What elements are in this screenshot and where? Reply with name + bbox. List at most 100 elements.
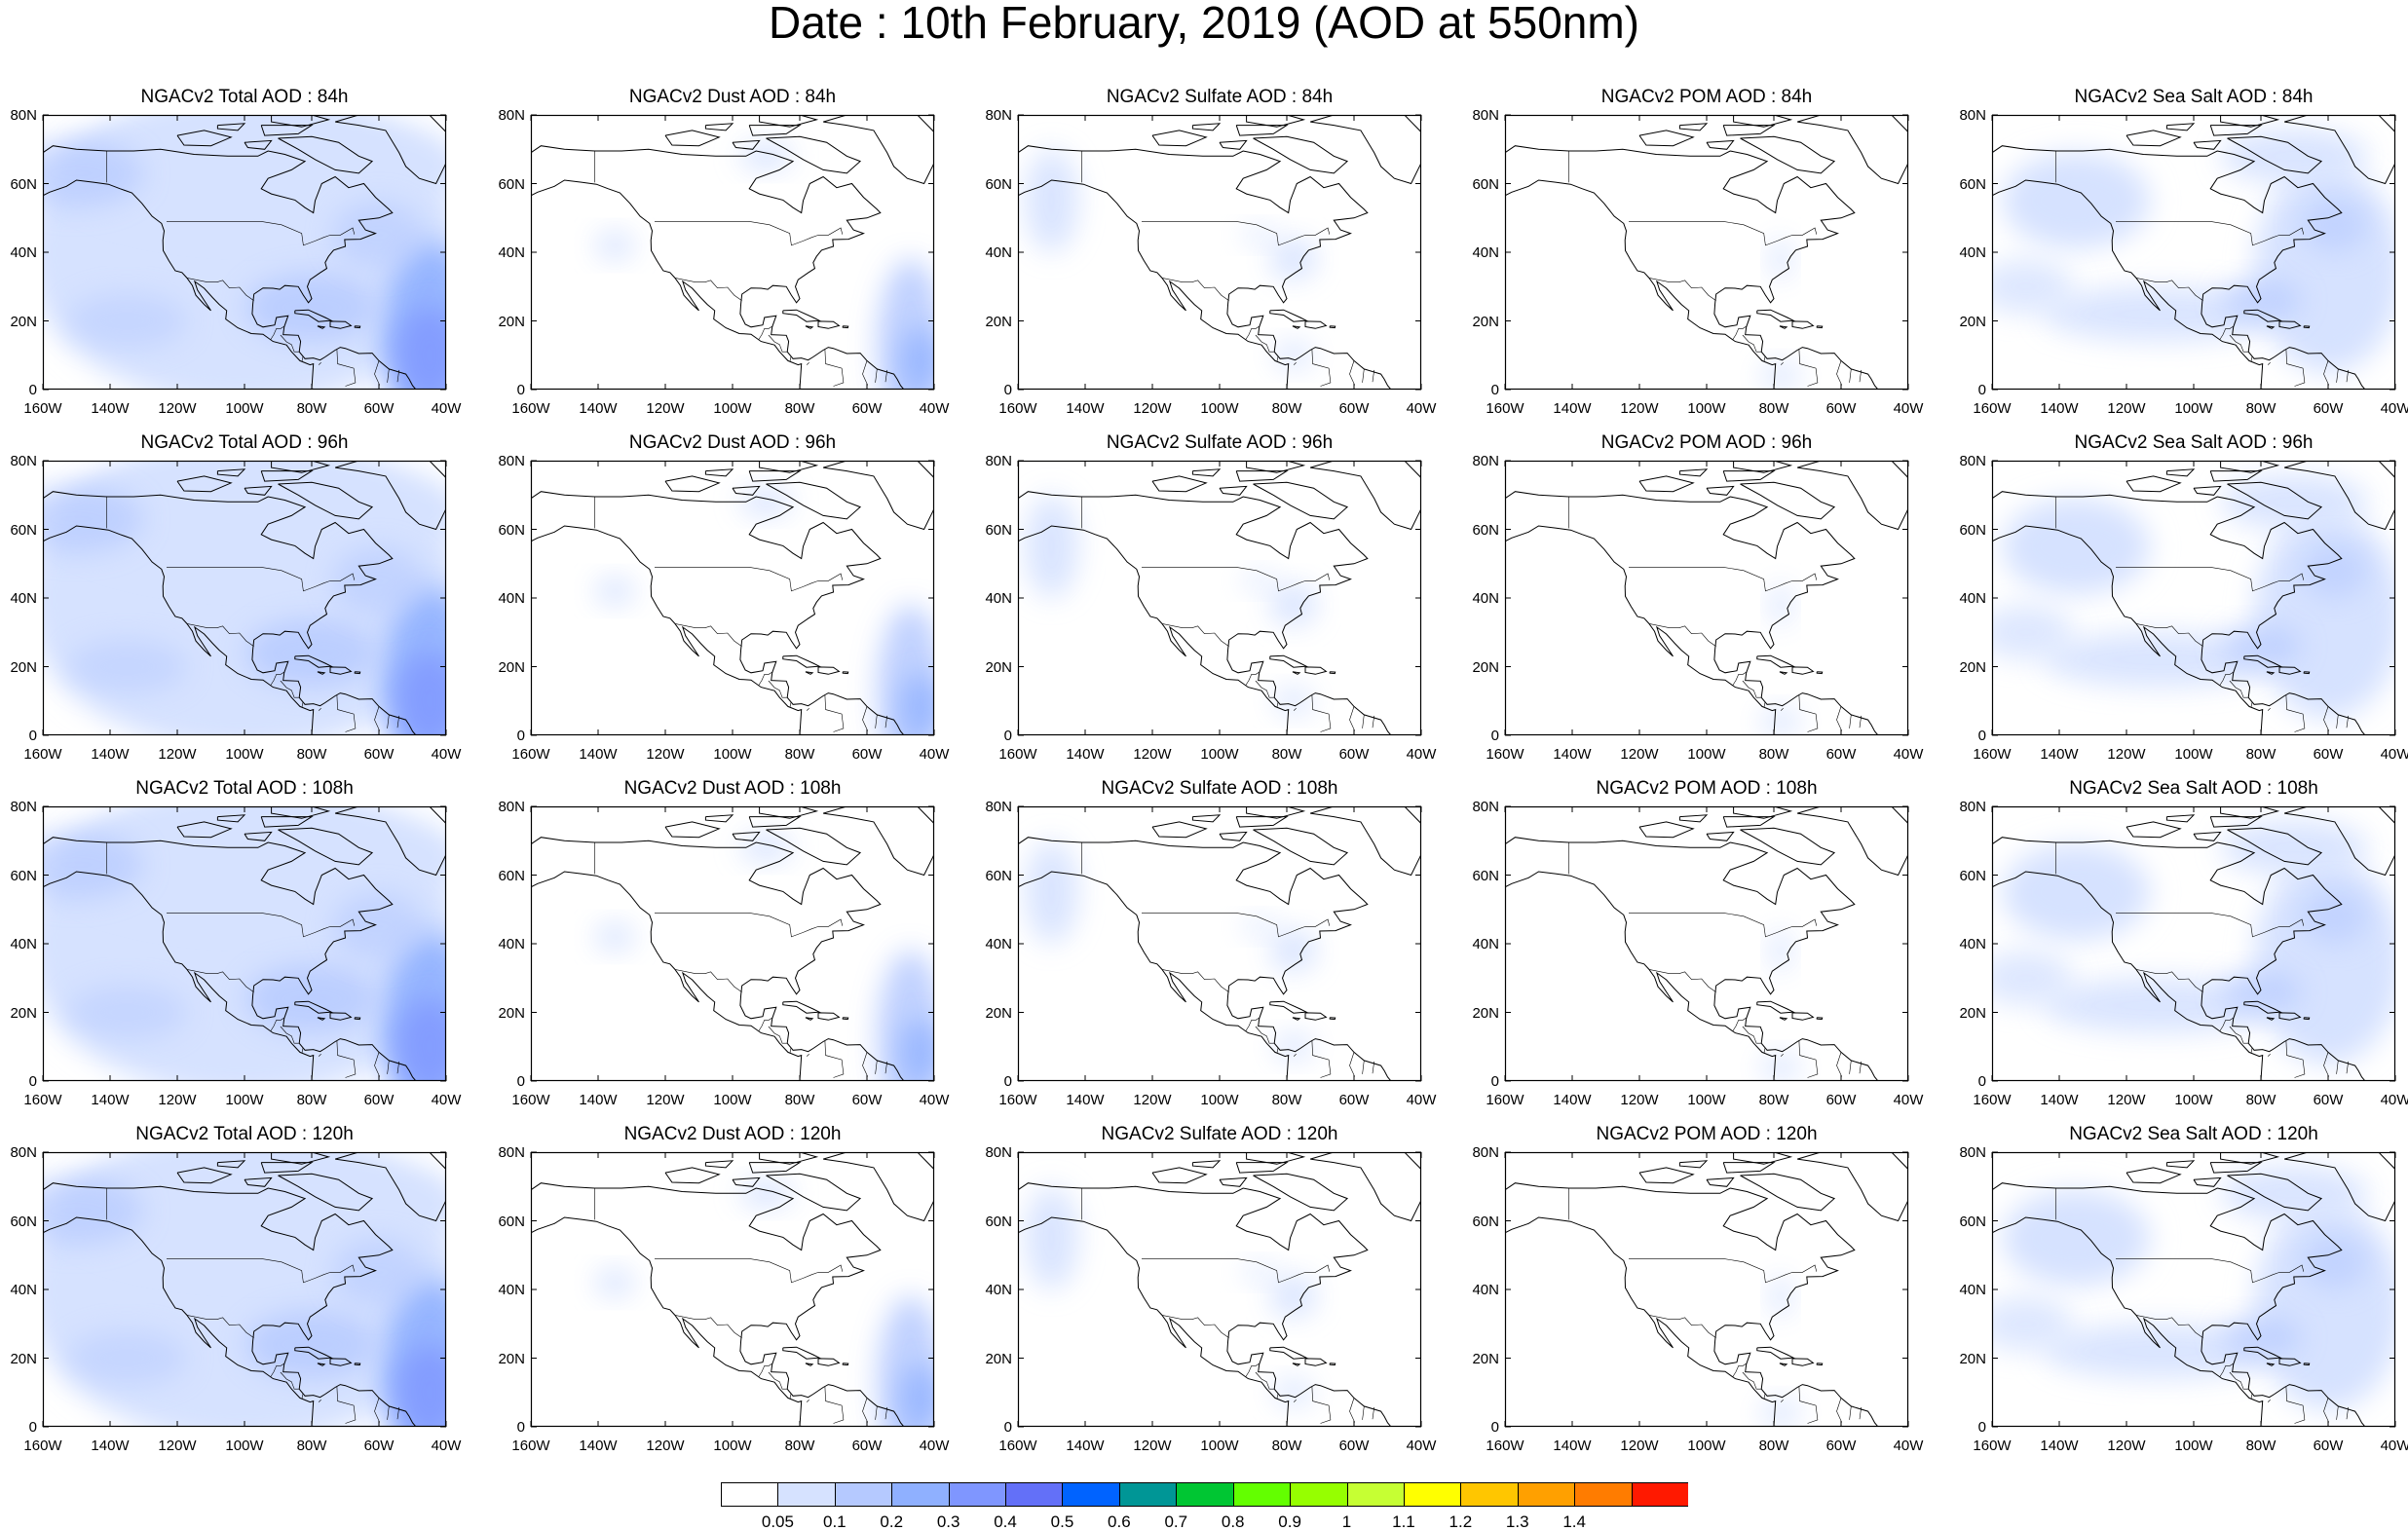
coastline [2227,1173,2323,1212]
lat-tick-label: 20N [1959,1350,1986,1367]
country-border [1293,707,1297,711]
lat-tick-label: 20N [10,658,37,676]
coastline [271,115,331,128]
coastline [2209,470,2263,482]
lon-tick-label: 60W [363,1092,395,1108]
map-panel-total-3: NGACv2 Total AOD : 120h 80N 60N 40N 20N 0 160W… [10,1124,461,1453]
colorbar-label: 1.3 [1505,1512,1529,1531]
lat-tick-label: 60N [10,867,37,884]
coastline [732,831,761,841]
colorbar-label: 0.5 [1050,1512,1074,1531]
coastline [329,1358,353,1366]
colorbar-swatch [1346,1482,1405,1507]
coastline [1638,821,1695,839]
coastline [704,468,734,477]
aod-plume [1273,341,1314,369]
coastline [2278,666,2302,675]
coastline [2303,671,2311,675]
lon-tick-label: 100W [2174,1438,2213,1454]
coastline [329,320,353,329]
aod-plume [43,1176,144,1246]
coastline [2209,816,2263,828]
aod-plume [59,806,446,920]
lon-tick-label: 80W [2245,400,2276,417]
country-border [1742,1026,1762,1044]
aod-plume [1760,1399,1801,1427]
map-panel-pom-2: NGACv2 POM AOD : 108h 80N 60N 40N 20N 0 160W 14… [1472,778,1923,1107]
map-panel-seasalt-3: NGACv2 Sea Salt AOD : 120h 80N 60N 40N 20N 0 1… [1959,1124,2408,1453]
country-border [318,1399,321,1402]
coastline [531,145,905,390]
coastline [2303,1017,2311,1021]
panel-title: NGACv2 POM AOD : 108h [1596,778,1818,799]
lon-tick-label: 120W [158,746,197,763]
map-panel-dust-3: NGACv2 Dust AOD : 120h 80N 60N 40N 20N 0 160W 1… [498,1124,949,1453]
lat-tick-label: 60N [10,521,37,539]
country-border [2323,706,2329,731]
coastline [1292,671,1301,675]
country-border [674,278,742,301]
aod-field [1760,1275,1801,1427]
lat-tick-label: 60N [1959,521,1986,539]
coastlines [1992,806,2395,1081]
aod-plume [1024,1186,1079,1289]
coastline [805,325,814,329]
coastline [1992,837,2366,1081]
country-border [186,1315,254,1338]
coastline [1329,1017,1336,1021]
coastline [1779,671,1788,675]
country-border [674,1315,742,1338]
coastline [1638,1167,1695,1184]
coastline [1678,1160,1709,1169]
coastline [1791,320,1815,329]
coastline [1269,1346,1308,1360]
map-panel-total-1: NGACv2 Total AOD : 96h 80N 60N 40N 20N 0 160W 1… [10,432,461,762]
country-border [862,360,868,386]
aod-plume [594,922,635,952]
coastline [1816,671,1824,675]
coastline [817,1358,841,1366]
aod-plume [1273,1378,1314,1406]
country-border [806,1053,809,1057]
coastline [1733,115,1793,128]
country-border [1255,680,1275,698]
aod-plume [1239,570,1281,591]
coastlines [43,1152,446,1427]
lat-tick-label: 80N [1472,1144,1499,1161]
country-border [301,1394,304,1400]
coastline [1756,309,1795,322]
aod-map [1991,114,2396,391]
coastline [1722,125,1776,136]
country-border [2229,334,2249,353]
country-border [674,623,742,647]
aod-plume [1273,687,1314,715]
coastline [1796,1152,1908,1222]
lon-tick-label: 140W [91,1092,130,1108]
coastline [334,115,446,185]
lat-tick-label: 0 [1977,728,1986,744]
country-border [1763,1048,1766,1054]
country-border [1293,1053,1297,1057]
lat-tick-label: 80N [498,107,525,124]
aod-map [1017,460,1422,736]
country-border [1161,623,1229,647]
coastline [2209,125,2263,136]
country-border [2250,702,2253,708]
coastline [354,1017,361,1021]
lon-tick-label: 40W [919,1092,950,1108]
coastline [244,139,273,150]
lon-tick-label: 120W [1133,746,1172,763]
lon-tick-label: 60W [363,400,395,417]
lon-tick-label: 160W [998,400,1037,417]
country-border [270,1363,284,1377]
coastline [1246,1152,1306,1165]
country-border [336,694,357,732]
aod-map [530,460,935,736]
coastline [1796,461,1908,531]
aod-plume [2002,498,2151,595]
aod-plume [2220,820,2369,876]
country-border [280,334,300,353]
aod-map [42,805,447,1082]
aod-plume [2042,632,2278,688]
country-border [318,361,321,365]
